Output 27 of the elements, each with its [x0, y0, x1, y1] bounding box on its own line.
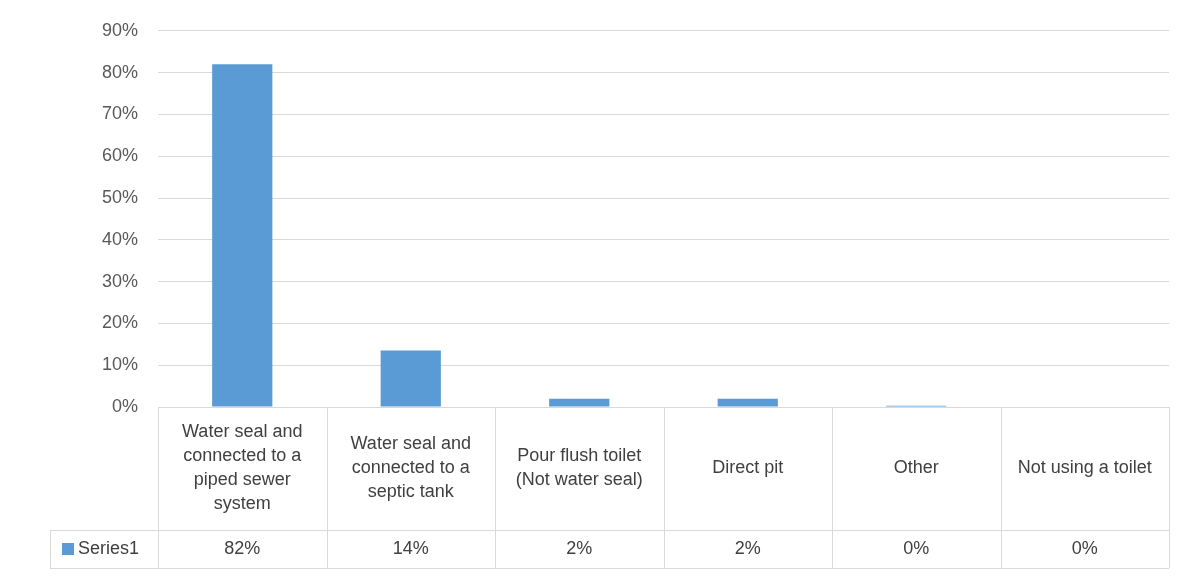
data-label: 0%	[1071, 537, 1098, 558]
data-label: 14%	[392, 537, 429, 558]
y-tick-label: 20%	[101, 312, 138, 333]
data-label: 2%	[566, 537, 593, 558]
y-tick-label: 80%	[101, 61, 138, 82]
y-tick-label: 10%	[101, 354, 138, 375]
bar	[717, 398, 778, 407]
legend-label: Series1	[78, 537, 140, 558]
bar	[380, 350, 441, 407]
y-tick-label: 40%	[101, 228, 138, 249]
x-tick-label: Direct pit	[712, 457, 784, 478]
x-tick-label: Pour flush toilet (Not water seal)	[515, 445, 643, 490]
x-tick-label: Water seal and connected to a septic tank	[350, 433, 471, 502]
data-label: 0%	[903, 537, 930, 558]
y-tick-label: 50%	[101, 186, 138, 207]
y-tick-label: 90%	[101, 19, 138, 40]
data-label: 2%	[734, 537, 761, 558]
y-tick-label: 0%	[111, 395, 138, 416]
bar	[212, 64, 273, 407]
bar	[549, 398, 610, 407]
y-tick-label: 30%	[101, 270, 138, 291]
x-tick-label: Other	[893, 457, 939, 478]
y-tick-label: 60%	[101, 145, 138, 166]
x-tick-label: Not using a toilet	[1017, 457, 1152, 478]
x-tick-label: Water seal and connected to a piped sewer system	[182, 421, 303, 514]
y-tick-label: 70%	[101, 103, 138, 124]
data-label: 82%	[224, 537, 261, 558]
